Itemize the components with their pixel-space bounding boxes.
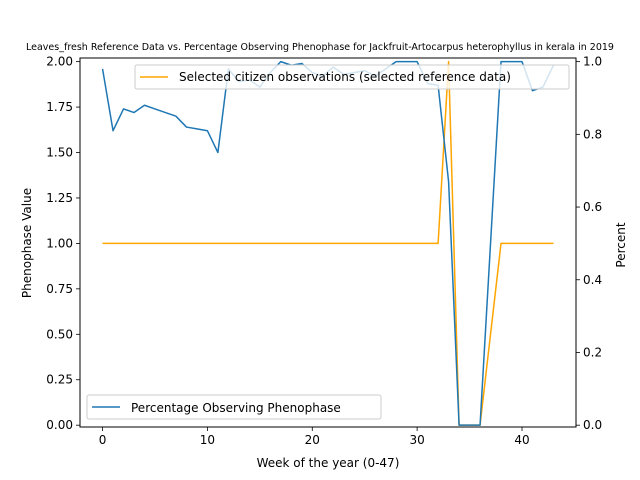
y-left-tick-label: 0.00 [46,418,73,432]
x-tick-label: 30 [409,433,424,447]
y-right-tick-label: 0.4 [583,273,602,287]
plot-frame [79,57,577,428]
y-left-tick-label: 1.25 [46,191,73,205]
y-right-tick-label: 0.0 [583,418,602,432]
y-left-tick-label: 1.50 [46,146,73,160]
y-right-tick-label: 1.0 [583,55,602,69]
legend-upper-box [134,64,570,90]
legend-lower: Percentage Observing Phenophase [86,394,382,420]
y-left-tick-label: 0.25 [46,373,73,387]
y-axis-left: 0.00 0.25 0.50 0.75 1.00 1.25 1.50 1.75 2.00 [46,55,80,432]
x-axis-label: Week of the year (0-47) [257,456,400,470]
y-left-tick-label: 1.75 [46,100,73,114]
legend-upper-label: Selected citizen observations (selected … [179,70,511,84]
y-left-tick-label: 0.75 [46,282,73,296]
x-tick-label: 20 [305,433,320,447]
y-right-tick-label: 0.8 [583,127,602,141]
y-axis-right-label: Percent [614,222,628,267]
x-tick-label: 10 [200,433,215,447]
legend-lower-box [86,394,382,420]
y-left-tick-label: 0.50 [46,327,73,341]
chart-title: Leaves_fresh Reference Data vs. Percenta… [26,42,614,53]
legend-lower-label: Percentage Observing Phenophase [131,401,341,415]
y-axis-right: 0.0 0.2 0.4 0.6 0.8 1.0 [576,55,602,432]
y-left-tick-label: 2.00 [46,55,73,69]
x-tick-label: 0 [99,433,107,447]
x-axis: 0 10 20 30 40 [99,427,530,447]
y-right-tick-label: 0.2 [583,345,602,359]
y-axis-left-label: Phenophase Value [20,188,34,298]
y-right-tick-label: 0.6 [583,200,602,214]
legend-upper: Selected citizen observations (selected … [134,64,570,90]
x-tick-label: 40 [514,433,529,447]
y-left-tick-label: 1.00 [46,236,73,250]
